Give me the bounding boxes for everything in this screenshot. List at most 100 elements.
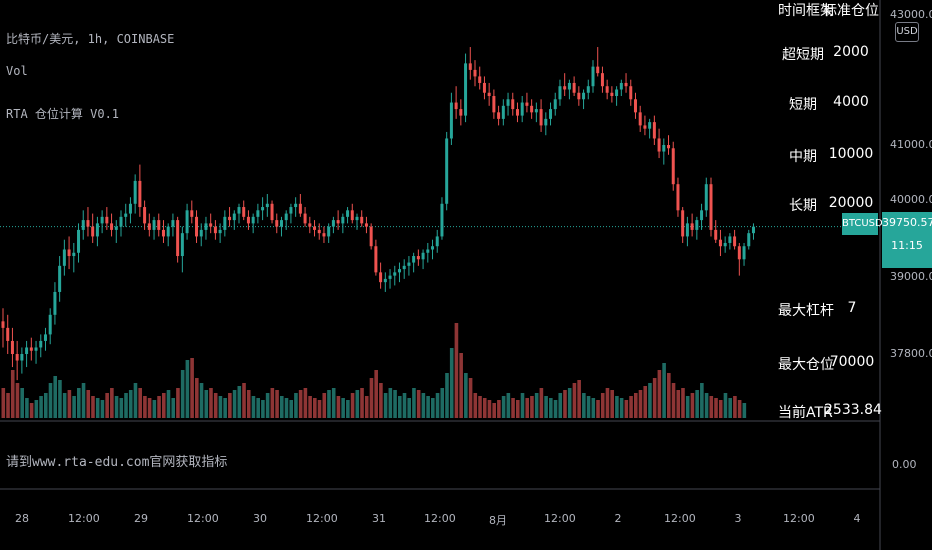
volume-bar (171, 398, 176, 418)
candle-body (261, 207, 265, 211)
symbol-badge: BTCUSD (842, 213, 883, 235)
currency-button[interactable]: USD (895, 22, 919, 42)
time-tick-label: 12:00 (68, 512, 100, 525)
table-header-position: 标准仓位 (823, 3, 879, 19)
candle-body (501, 105, 505, 119)
volume-bar (86, 390, 91, 418)
volume-bar (464, 373, 468, 418)
volume-bar (728, 398, 732, 418)
volume-bar (549, 398, 553, 418)
candle-body (355, 216, 359, 221)
candle-body (412, 256, 416, 263)
candle-body (402, 265, 406, 270)
candle-body (473, 69, 477, 77)
candle-body (185, 210, 189, 234)
volume-bar (341, 398, 345, 418)
volume-bar (685, 396, 690, 418)
volume-bar (251, 396, 256, 418)
candle-body (308, 223, 312, 227)
volume-bar (10, 370, 15, 418)
volume-bar (242, 383, 246, 418)
volume-bar (298, 390, 303, 418)
volume-bar (100, 400, 105, 418)
symbol-legend[interactable]: 比特币/美元, 1h, COINBASE (6, 32, 175, 46)
volume-bar (379, 383, 383, 418)
volume-bar (435, 393, 440, 418)
stat-value: 2533.84 (824, 402, 882, 418)
volume-bar (327, 390, 331, 418)
candle-body (77, 229, 81, 253)
indicator-legend[interactable]: RTA 仓位计算 V0.1 (6, 107, 120, 121)
volume-bar (95, 398, 100, 418)
candle-body (218, 229, 222, 234)
candle-body (629, 86, 633, 100)
candle-body (440, 203, 444, 237)
stat-value: 7 (847, 300, 857, 316)
volume-bar (704, 393, 709, 418)
candle-body (515, 109, 519, 116)
volume-bar (270, 388, 275, 418)
volume-bar (105, 393, 109, 418)
candle-body (416, 256, 420, 260)
candle-body (600, 73, 604, 87)
volume-bar (383, 393, 388, 418)
candle-body (72, 252, 76, 257)
volume-bar (72, 396, 76, 418)
volume-bar (596, 400, 600, 418)
volume-bar (478, 396, 482, 418)
volume-bar (180, 370, 185, 418)
candle-body (161, 229, 165, 237)
volume-bar (185, 360, 190, 418)
candle-body (270, 203, 274, 221)
candle-body (445, 138, 449, 204)
candle-body (709, 184, 713, 230)
volume-bar (742, 403, 747, 418)
volume-bar (265, 393, 270, 418)
candle-body (737, 246, 741, 260)
time-tick-label: 28 (15, 512, 29, 525)
candle-body (582, 92, 586, 100)
candle-body (242, 207, 246, 217)
candle-body (190, 210, 194, 217)
candle-body (685, 223, 689, 237)
candle-body (383, 278, 387, 283)
candle-body (369, 226, 373, 247)
candle-body (15, 354, 19, 361)
stat-label: 当前ATR (778, 405, 833, 421)
candle-body (681, 210, 685, 237)
volume-bar (138, 388, 142, 418)
volume-bar (402, 393, 407, 418)
volume-bar (671, 383, 676, 418)
volume-bar (629, 396, 633, 418)
candle-body (100, 216, 104, 224)
table-row-value: 2000 (833, 44, 869, 60)
candle-body (459, 109, 463, 116)
volume-bar (605, 388, 610, 418)
candle-body (20, 354, 24, 361)
candle-body (553, 99, 557, 110)
volume-bar (62, 393, 67, 418)
volume-bar (737, 400, 742, 418)
candle-body (530, 105, 534, 113)
candle-body (605, 86, 609, 93)
time-tick-label: 4 (853, 512, 861, 525)
volume-bar (525, 398, 530, 418)
volume-bar (43, 393, 48, 418)
volume-bar (20, 388, 24, 418)
volume-legend[interactable]: Vol (6, 64, 28, 78)
volume-bar (695, 390, 699, 418)
candle-body (431, 246, 435, 250)
volume-bar (190, 358, 194, 418)
candle-body (539, 109, 543, 126)
candle-body (407, 262, 411, 266)
candle-body (676, 184, 680, 211)
candle-body (313, 226, 317, 230)
candle-body (251, 216, 255, 224)
candle-body (704, 184, 708, 211)
candle-body (128, 203, 132, 214)
candle-body (39, 340, 43, 348)
volume-bar (6, 393, 10, 418)
volume-bar (48, 383, 53, 418)
candle-body (728, 236, 732, 243)
